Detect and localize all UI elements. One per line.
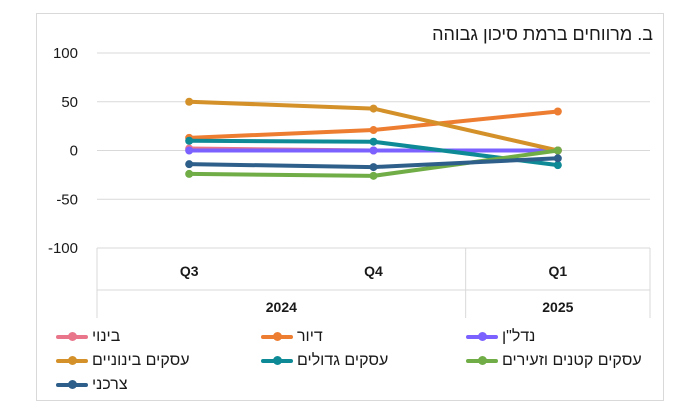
axis-layer: -100 -50 0 50 100 Q3 Q4 Q1 2024 2025 <box>48 45 651 318</box>
data-point <box>185 97 194 106</box>
legend-label: עסקים קטנים וזעירים <box>502 352 642 369</box>
legend-swatch <box>466 356 498 366</box>
data-point <box>553 161 562 170</box>
legend-item: נדל"ן <box>466 328 535 346</box>
legend-item: עסקים בינוניים <box>56 352 190 370</box>
legend-label: צרכני <box>92 376 128 393</box>
data-point <box>369 163 378 172</box>
y-tick-label: 50 <box>61 94 78 111</box>
data-point <box>553 146 562 155</box>
data-point <box>553 154 562 163</box>
chart-title: ב. מרווחים ברמת סיכון גבוהה <box>432 24 653 44</box>
data-point <box>185 160 194 169</box>
y-tick-label: -100 <box>48 240 78 257</box>
data-point <box>185 169 194 178</box>
legend-item: דיור <box>261 328 323 346</box>
legend-item: בינוי <box>56 328 120 346</box>
legend-label: דיור <box>297 328 323 345</box>
data-point <box>369 126 378 135</box>
legend-label: נדל"ן <box>502 328 536 345</box>
legend-swatch <box>261 332 293 342</box>
data-point <box>369 137 378 146</box>
data-point <box>369 104 378 113</box>
legend-swatch <box>466 332 498 342</box>
x-group-label: 2025 <box>542 299 573 315</box>
legend-swatch <box>56 332 88 342</box>
legend-item: עסקים קטנים וזעירים <box>466 352 642 370</box>
y-tick-label: 100 <box>53 45 78 62</box>
y-tick-label: -50 <box>56 191 78 208</box>
data-point <box>369 146 378 155</box>
legend-swatch <box>261 356 293 366</box>
chart-frame: ב. מרווחים ברמת סיכון גבוהה <box>36 13 664 401</box>
legend-swatch <box>56 380 88 390</box>
y-tick-label: 0 <box>70 143 78 160</box>
legend-label: בינוי <box>92 328 121 345</box>
x-group-label: 2024 <box>266 299 297 315</box>
data-point <box>553 107 562 116</box>
legend-label: עסקים בינוניים <box>92 352 190 369</box>
series-layer <box>185 97 562 180</box>
x-tick-label: Q1 <box>548 263 567 279</box>
x-tick-label: Q4 <box>364 263 383 279</box>
legend-swatch <box>56 356 88 366</box>
legend-item: צרכני <box>56 376 128 394</box>
data-point <box>185 136 194 145</box>
legend-item: עסקים גדולים <box>261 352 388 370</box>
x-tick-label: Q3 <box>180 263 199 279</box>
legend-label: עסקים גדולים <box>297 352 389 369</box>
data-point <box>185 146 194 155</box>
data-point <box>369 171 378 180</box>
